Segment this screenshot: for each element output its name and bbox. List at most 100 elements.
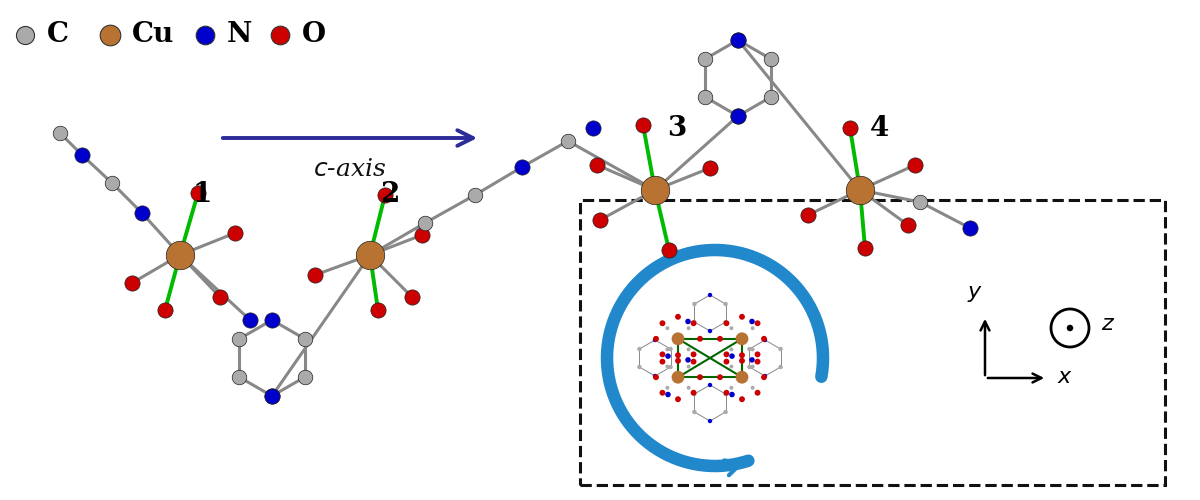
Point xyxy=(684,350,703,358)
Point xyxy=(701,417,720,425)
Point xyxy=(661,345,680,353)
Point xyxy=(634,121,653,129)
Point xyxy=(728,112,748,120)
Point xyxy=(588,161,607,169)
Point xyxy=(684,358,703,366)
Point xyxy=(658,362,677,370)
Point xyxy=(263,392,282,400)
Point xyxy=(743,324,762,332)
Point xyxy=(701,327,720,335)
Point xyxy=(72,151,91,159)
Point xyxy=(229,373,248,381)
Point xyxy=(906,161,925,169)
Point xyxy=(756,336,775,344)
Point xyxy=(840,124,859,132)
Point xyxy=(679,362,698,370)
Point xyxy=(653,319,672,327)
Point xyxy=(661,363,680,371)
Point xyxy=(685,408,704,416)
Text: 2: 2 xyxy=(380,182,400,208)
Point xyxy=(660,246,679,254)
Text: $z$: $z$ xyxy=(1100,313,1115,335)
Point xyxy=(710,335,730,343)
Point xyxy=(678,318,697,326)
Point xyxy=(679,324,698,332)
Point xyxy=(761,55,780,63)
Point xyxy=(646,336,665,344)
Point xyxy=(696,55,715,63)
Point xyxy=(668,351,688,359)
Point xyxy=(701,381,720,389)
Point xyxy=(732,313,751,321)
Point xyxy=(415,219,434,227)
Point xyxy=(653,358,672,366)
Point xyxy=(678,356,697,364)
Point xyxy=(50,129,70,137)
Point xyxy=(658,324,677,332)
Point xyxy=(690,335,709,343)
Point xyxy=(722,352,742,360)
Point xyxy=(668,395,688,403)
Point xyxy=(728,36,748,44)
Point xyxy=(229,335,248,343)
Point xyxy=(16,31,35,39)
Point xyxy=(743,346,762,354)
Point xyxy=(690,373,709,381)
Point xyxy=(748,319,767,327)
Point xyxy=(684,389,703,397)
Point xyxy=(659,352,678,360)
Point xyxy=(756,372,775,380)
Point xyxy=(743,362,762,370)
Point xyxy=(716,350,736,358)
Point xyxy=(647,335,666,343)
Point xyxy=(740,345,760,353)
Point xyxy=(743,318,762,326)
Point xyxy=(512,163,532,171)
Point xyxy=(630,345,649,353)
Point xyxy=(668,313,688,321)
Point xyxy=(716,389,736,397)
Point xyxy=(721,346,740,354)
Point xyxy=(696,93,715,101)
Point xyxy=(295,335,314,343)
Point xyxy=(755,335,774,343)
Point xyxy=(798,211,817,219)
Point xyxy=(743,384,762,392)
Text: C: C xyxy=(47,22,70,48)
Point xyxy=(743,356,762,364)
Point xyxy=(856,244,875,252)
Point xyxy=(658,346,677,354)
Point xyxy=(679,384,698,392)
Point xyxy=(911,198,930,206)
Point xyxy=(722,390,742,398)
Point xyxy=(721,384,740,392)
Text: O: O xyxy=(302,22,326,48)
Point xyxy=(270,31,289,39)
Point xyxy=(122,279,142,287)
Point xyxy=(659,390,678,398)
Point xyxy=(668,357,688,365)
Point xyxy=(716,319,736,327)
Point xyxy=(263,392,282,400)
Point xyxy=(583,124,602,132)
Point xyxy=(960,224,979,232)
Point xyxy=(590,216,610,224)
Point xyxy=(716,408,736,416)
Point xyxy=(732,351,751,359)
Point xyxy=(226,229,245,237)
Point xyxy=(376,191,395,199)
Point xyxy=(156,306,175,314)
Point xyxy=(701,164,720,172)
Point xyxy=(732,373,751,381)
Point xyxy=(701,291,720,299)
Point xyxy=(658,384,677,392)
Point xyxy=(668,373,688,381)
Text: 3: 3 xyxy=(667,114,686,141)
Point xyxy=(101,31,120,39)
Point xyxy=(630,363,649,371)
Point xyxy=(748,389,767,397)
Point xyxy=(721,362,740,370)
Point xyxy=(646,186,665,194)
Point xyxy=(653,350,672,358)
Point xyxy=(188,189,208,197)
